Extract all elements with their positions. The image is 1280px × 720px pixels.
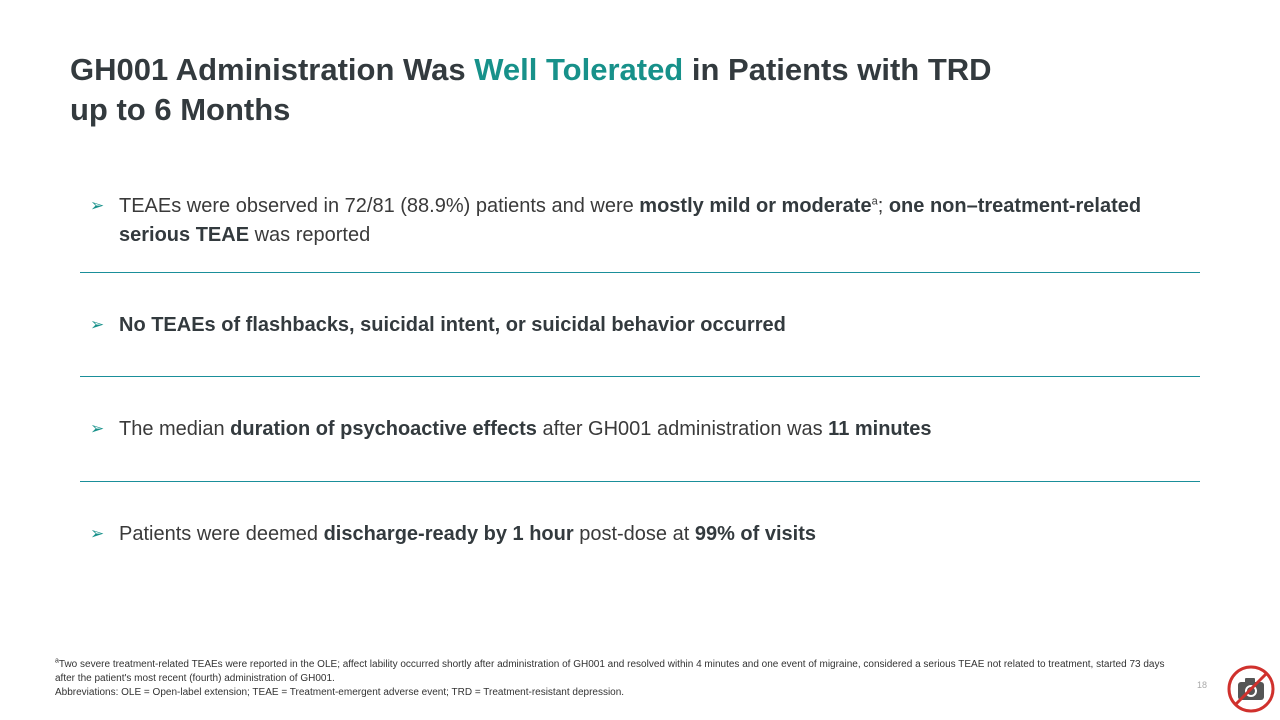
divider [80, 272, 1200, 273]
title-part2: in Patients with TRD [683, 52, 992, 87]
text-span: Patients were deemed [119, 523, 324, 545]
bullet-psychoactive-duration: ➢ The median duration of psychoactive ef… [90, 415, 1170, 444]
text-span: was reported [249, 224, 371, 246]
highlight-discharge-ready: discharge-ready by 1 hour [323, 523, 574, 545]
no-photography-icon [1226, 664, 1276, 714]
highlight-mild-moderate: mostly mild or moderate [639, 195, 872, 217]
bullet-teaes: ➢ TEAEs were observed in 72/81 (88.9%) p… [90, 192, 1170, 250]
arrow-bullet-icon: ➢ [90, 196, 105, 216]
bold-serious-teae: one non–treatment-related serious TEAE [119, 195, 1142, 246]
text-span: TEAEs were observed in 72/81 (88.9%) pat… [119, 195, 640, 217]
highlight-11-minutes: 11 minutes [828, 418, 932, 440]
footnote-marker: a [871, 195, 878, 208]
bullet-discharge: ➢ Patients were deemed discharge-ready b… [90, 520, 1170, 549]
arrow-bullet-icon: ➢ [90, 315, 105, 335]
bullet-text: TEAEs were observed in 72/81 (88.9%) pat… [119, 192, 1170, 250]
highlight-99-percent: 99% of visits [694, 523, 816, 545]
footnote-text: Two severe treatment-related TEAEs were … [55, 659, 1165, 684]
text-span: The median [119, 418, 231, 440]
text-span: after GH001 administration was [536, 418, 829, 440]
footnote-line: aTwo severe treatment-related TEAEs were… [55, 658, 1165, 686]
text-span: post-dose at [573, 523, 695, 545]
bullet-no-teaes: ➢ No TEAEs of flashbacks, suicidal inten… [90, 311, 1170, 340]
divider [80, 376, 1200, 377]
highlight-duration: duration of psychoactive effects [230, 418, 537, 440]
page-number: 18 [1197, 680, 1208, 690]
arrow-bullet-icon: ➢ [90, 524, 105, 544]
footnote-marker: a [55, 657, 59, 665]
bullet-text: The median duration of psychoactive effe… [119, 415, 1170, 444]
bullet-text: No TEAEs of flashbacks, suicidal intent,… [119, 311, 1170, 340]
divider [80, 481, 1200, 482]
title-part1: GH001 Administration Was [70, 52, 475, 87]
footnote: aTwo severe treatment-related TEAEs were… [55, 658, 1165, 700]
page-title: GH001 Administration Was Well Tolerated … [70, 50, 1170, 130]
title-line2: up to 6 Months [70, 92, 291, 127]
title-accent: Well Tolerated [474, 52, 684, 87]
abbreviations: Abbreviations: OLE = Open-label extensio… [55, 687, 625, 698]
highlight-no-teaes: No TEAEs of flashbacks, suicidal intent,… [119, 314, 786, 336]
text-span: ; [877, 195, 889, 217]
arrow-bullet-icon: ➢ [90, 419, 105, 439]
bullet-text: Patients were deemed discharge-ready by … [119, 520, 1170, 549]
